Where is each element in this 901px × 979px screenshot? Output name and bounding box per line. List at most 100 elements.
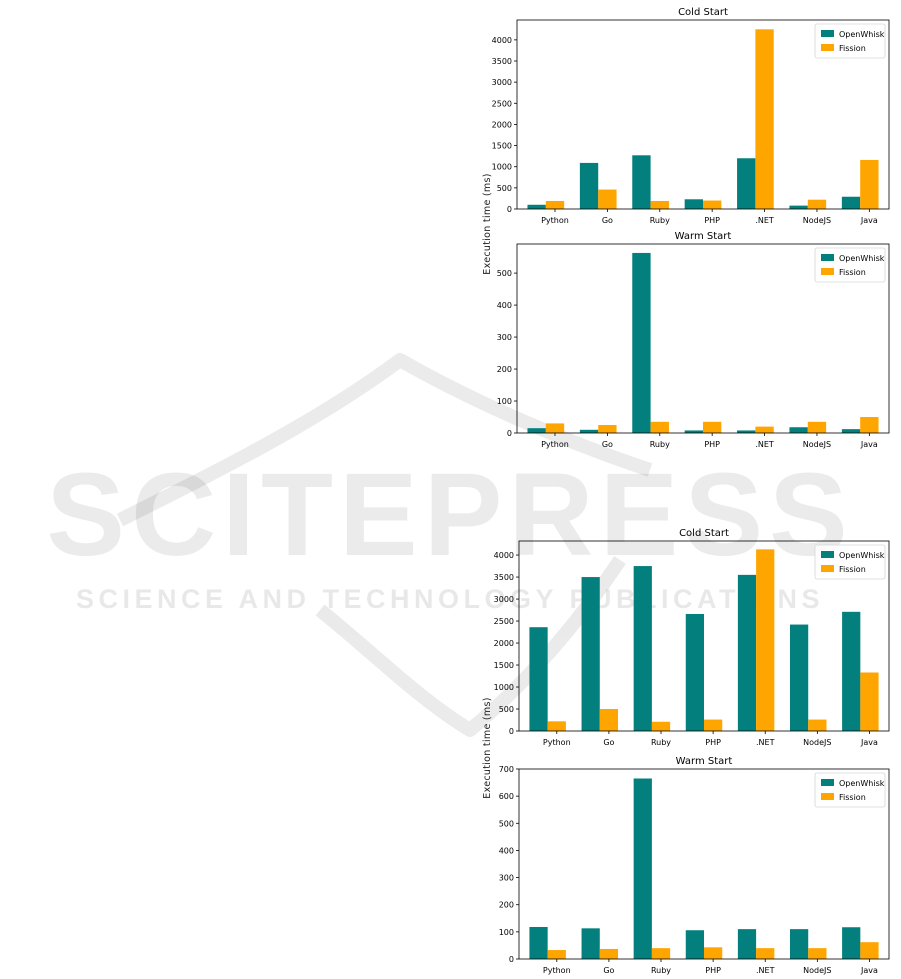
chart-title: Warm Start: [676, 756, 733, 767]
x-tick-label: PHP: [704, 216, 720, 225]
y-tick-label: 0: [507, 205, 512, 214]
chart-warm-start-2: Warm Start 0 100 200 300 400 500 600 700 Python Go…: [499, 756, 890, 975]
x-tick-label: .NET: [756, 966, 775, 975]
y-tick-label: 1500: [492, 142, 512, 151]
y-tick-label: 3500: [494, 573, 514, 582]
bar-openwhisk-net: [737, 158, 756, 209]
y-tick-label: 2000: [492, 120, 512, 129]
bar-fission-python: [547, 721, 566, 731]
x-tick-label: Python: [543, 966, 571, 975]
plot-frame: [516, 243, 890, 434]
watermark-word: SCITEPRESS: [46, 449, 854, 581]
bar-openwhisk-php: [685, 614, 704, 731]
x-tick-label: PHP: [705, 738, 721, 747]
x-tick-label: Go: [603, 966, 614, 975]
bar-fission-net: [755, 426, 774, 433]
bar-fission-python: [545, 423, 565, 433]
legend-swatch-fission: [821, 268, 834, 275]
bar-openwhisk-net: [737, 929, 757, 959]
bar-openwhisk-java: [841, 196, 861, 209]
bar-fission-php: [704, 719, 723, 731]
x-tick-label: Ruby: [651, 966, 671, 975]
y-tick-label: 200: [499, 901, 514, 910]
chart-title: Warm Start: [675, 231, 732, 242]
bar-fission-go: [598, 425, 617, 433]
x-tick-label: Go: [603, 738, 614, 747]
y-tick-label: 200: [497, 365, 512, 374]
x-tick-label: Ruby: [650, 440, 670, 449]
bar-fission-net: [755, 29, 774, 209]
bar-openwhisk-python: [529, 627, 548, 731]
chart-cold-start-2: Cold Start 0 500 1000 1500 2000 2500 3000 3500 40…: [494, 528, 890, 747]
y-tick-label: 1000: [494, 683, 514, 692]
bar-fission-java: [860, 672, 879, 731]
bar-openwhisk-java: [841, 429, 861, 433]
y-tick-label: 3500: [492, 57, 512, 66]
legend-swatch-fission: [821, 44, 834, 51]
bar-fission-ruby: [650, 200, 669, 209]
x-tick-label: Java: [860, 738, 878, 747]
x-tick-label: NodeJS: [803, 738, 831, 747]
bar-openwhisk-ruby: [632, 252, 651, 433]
x-tick-label: Java: [860, 216, 878, 225]
legend-label-openwhisk: OpenWhisk: [839, 779, 885, 788]
bar-openwhisk-net: [737, 574, 757, 731]
bar-openwhisk-go: [581, 577, 600, 731]
y-tick-label: 700: [499, 765, 514, 774]
x-tick-label: Ruby: [651, 738, 671, 747]
x-tick-label: Java: [860, 440, 878, 449]
bar-fission-go: [598, 189, 617, 209]
figure-1-ylabel: Execution time (ms): [482, 173, 493, 274]
y-tick-label: 500: [497, 269, 512, 278]
x-tick-label: Python: [541, 216, 569, 225]
x-tick-label: NodeJS: [803, 966, 831, 975]
bar-openwhisk-python: [527, 204, 546, 209]
plot-frame: [518, 768, 890, 960]
bar-fission-java: [860, 417, 879, 433]
watermark-swoosh-top: [116, 353, 653, 527]
y-tick-label: 400: [499, 846, 514, 855]
bar-fission-nodejs: [807, 199, 827, 209]
x-tick-label: Go: [602, 216, 613, 225]
x-tick-label: Python: [541, 440, 569, 449]
legend-label-fission: Fission: [839, 268, 866, 277]
bar-fission-php: [703, 421, 722, 433]
x-tick-label: Python: [543, 738, 571, 747]
legend-swatch-openwhisk: [821, 30, 834, 37]
bar-fission-nodejs: [808, 719, 827, 731]
x-tick-label: Go: [602, 440, 613, 449]
plot-frame: [518, 540, 890, 732]
bar-fission-net: [756, 948, 775, 959]
bar-openwhisk-java: [842, 611, 861, 731]
bar-fission-go: [599, 709, 619, 731]
y-tick-label: 1000: [492, 163, 512, 172]
bar-fission-java: [860, 159, 879, 209]
watermark-tagline: SCIENCE AND TECHNOLOGY PUBLICATIONS: [76, 584, 824, 614]
bar-openwhisk-php: [685, 930, 704, 959]
y-tick-label: 100: [499, 928, 514, 937]
legend-swatch-openwhisk: [821, 551, 834, 558]
y-tick-label: 1500: [494, 661, 514, 670]
chart-title: Cold Start: [679, 528, 729, 539]
x-tick-label: Ruby: [650, 216, 670, 225]
x-tick-label: NodeJS: [803, 216, 831, 225]
legend-label-fission: Fission: [839, 565, 866, 574]
bar-fission-php: [703, 200, 722, 209]
y-tick-label: 4000: [494, 551, 514, 560]
bar-fission-python: [545, 200, 565, 209]
legend-swatch-openwhisk: [821, 779, 834, 786]
legend-swatch-fission: [821, 565, 834, 572]
legend-swatch-fission: [821, 793, 834, 800]
bar-openwhisk-go: [579, 429, 599, 433]
legend-swatch-openwhisk: [821, 254, 834, 261]
bar-openwhisk-net: [737, 430, 756, 433]
bar-fission-python: [547, 950, 566, 959]
chart-warm-start-1: Warm Start 0 100 200 300 400 500 Python Go Ruby PH…: [497, 231, 890, 449]
bar-openwhisk-go: [581, 928, 600, 959]
legend-label-fission: Fission: [839, 793, 866, 802]
y-tick-label: 500: [499, 705, 514, 714]
bar-openwhisk-php: [684, 199, 703, 209]
y-tick-label: 3000: [492, 78, 512, 87]
legend-label-openwhisk: OpenWhisk: [839, 254, 885, 263]
